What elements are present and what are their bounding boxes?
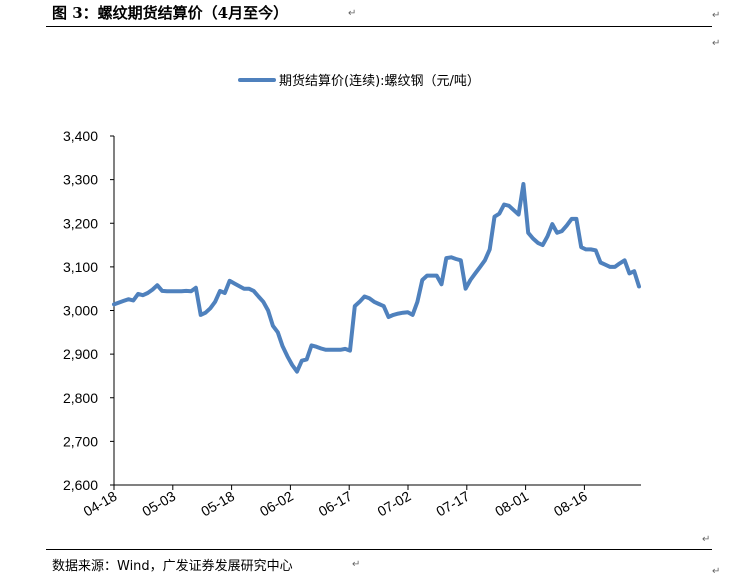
y-tick-label: 2,800 <box>63 390 98 406</box>
x-axis: 04-18 05-03 05-18 06-02 06-17 07-02 07-17 08-01… <box>80 484 641 520</box>
return-mark-title: ↵ <box>348 8 357 19</box>
source-note: 数据来源：Wind，广发证券发展研究中心 <box>52 559 293 574</box>
y-tick-label: 2,600 <box>63 477 98 493</box>
return-mark-right-3: ↵ <box>702 534 711 545</box>
x-tick-label: 06-17 <box>316 488 355 520</box>
x-tick-label: 08-16 <box>551 488 590 520</box>
y-tick-label: 3,100 <box>63 259 98 275</box>
legend: 期货结算价(连续):螺纹钢（元/吨） <box>238 73 480 89</box>
y-axis: 2,600 2,700 2,800 2,900 3,000 3,100 3,200 3,300… <box>63 128 115 493</box>
y-tick-label: 2,900 <box>63 346 98 362</box>
return-mark-right-4: ↵ <box>712 566 721 577</box>
x-tick-label: 05-03 <box>139 488 178 520</box>
x-tick-label: 08-01 <box>492 488 531 520</box>
return-mark-source: ↵ <box>352 559 361 570</box>
y-tick-label: 2,700 <box>63 433 98 449</box>
x-tick-label: 05-18 <box>198 488 237 520</box>
x-tick-label: 07-17 <box>433 488 472 520</box>
y-tick-label: 3,000 <box>63 303 98 319</box>
return-mark-right-1: ↵ <box>712 10 721 21</box>
title-rule <box>46 26 712 27</box>
figure-title: 图 3：螺纹期货结算价（4月至今） <box>52 4 289 22</box>
return-mark-right-2: ↵ <box>712 38 721 49</box>
series-line <box>112 182 641 374</box>
y-tick-label: 3,200 <box>63 215 98 231</box>
source-rule <box>46 549 712 550</box>
x-tick-label: 07-02 <box>374 488 413 520</box>
x-tick-label: 06-02 <box>257 488 296 520</box>
y-tick-label: 3,300 <box>63 172 98 188</box>
y-tick-label: 3,400 <box>63 128 98 144</box>
legend-label: 期货结算价(连续):螺纹钢（元/吨） <box>279 73 480 89</box>
